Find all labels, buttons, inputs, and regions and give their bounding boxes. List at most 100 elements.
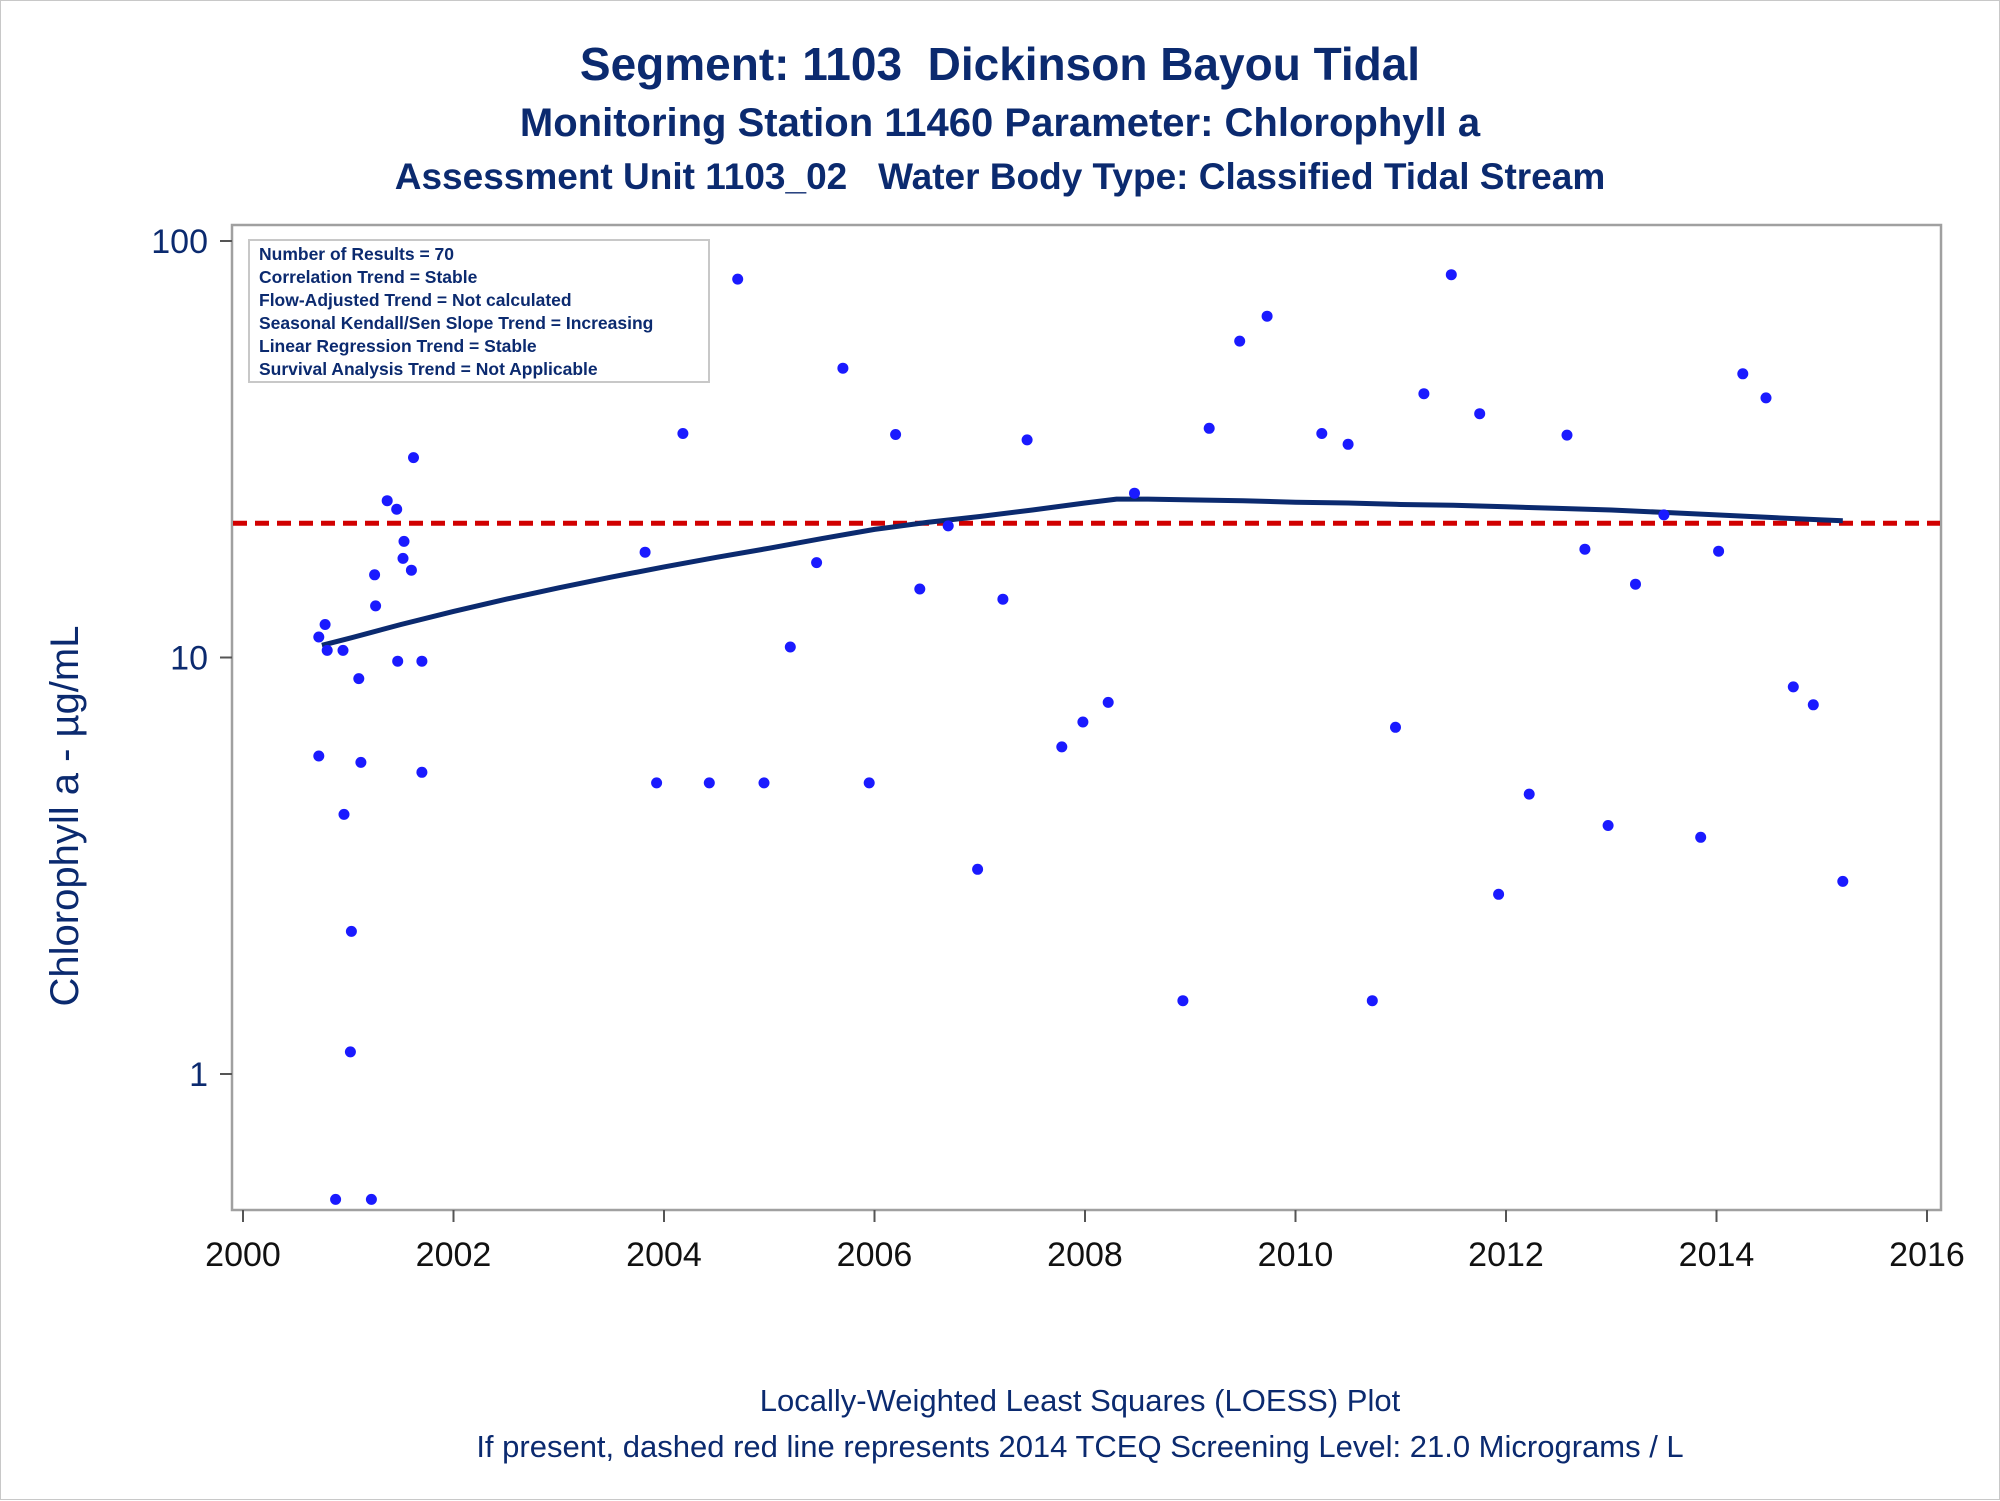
data-point (1366, 995, 1378, 1007)
data-point (1787, 681, 1799, 693)
x-tick-label: 2010 (1258, 1236, 1334, 1274)
data-point (1807, 699, 1819, 711)
x-tick-label: 2000 (205, 1236, 281, 1274)
data-point (703, 777, 715, 789)
data-point (321, 644, 333, 656)
data-point (1390, 721, 1401, 733)
x-tick-label: 2002 (416, 1236, 492, 1274)
data-point (353, 673, 365, 685)
y-axis-label-group: Chlorophyll a - µg/mL (43, 626, 87, 1007)
data-point (1713, 545, 1725, 557)
stats-box-frame (248, 239, 710, 383)
data-point (1523, 788, 1535, 800)
data-point (1316, 428, 1328, 439)
data-point (397, 552, 409, 564)
data-point (355, 756, 367, 768)
data-point (398, 535, 410, 547)
data-point (370, 600, 382, 612)
data-point (337, 644, 349, 656)
data-point (914, 583, 926, 595)
data-point (1760, 392, 1772, 404)
data-point (1056, 741, 1068, 753)
x-tick-label: 2008 (1047, 1236, 1123, 1274)
data-point (391, 503, 403, 515)
x-tick-label: 2004 (626, 1236, 702, 1274)
data-point (811, 557, 823, 569)
data-point (784, 641, 796, 653)
data-point (1630, 578, 1641, 590)
data-marks (233, 269, 1940, 1205)
data-point (1261, 310, 1273, 322)
chart-title: Segment: 1103 Dickinson Bayou Tidal (579, 38, 1421, 90)
x-tick-label: 2012 (1468, 1236, 1544, 1274)
data-point (344, 1046, 356, 1058)
data-point (1837, 875, 1849, 887)
data-point (1177, 995, 1189, 1007)
stats-line: Seasonal Kendall/Sen Slope Trend = Incre… (259, 313, 653, 333)
footnote-method: Locally-Weighted Least Squares (LOESS) P… (759, 1383, 1401, 1418)
data-point (313, 631, 325, 643)
data-point (1737, 368, 1749, 380)
axis-ticks: 2000 2002 2004 2006 2008 2010 2012 2014 2016 1 10 1… (151, 223, 1965, 1274)
data-point (732, 273, 744, 285)
x-tick-label: 2006 (837, 1236, 913, 1274)
data-point (677, 428, 689, 439)
data-point (639, 546, 651, 558)
stats-line: Correlation Trend = Stable (259, 267, 478, 287)
stats-box: Number of Results = 70 Correlation Trend… (248, 239, 710, 383)
data-point (1077, 716, 1089, 728)
data-point (1129, 487, 1140, 499)
data-point (416, 655, 428, 667)
stats-line: Linear Regression Trend = Stable (259, 336, 537, 356)
y-tick-label: 10 (170, 640, 208, 678)
data-point (313, 750, 325, 762)
data-point (651, 777, 663, 789)
stats-line: Flow-Adjusted Trend = Not calculated (259, 290, 572, 310)
data-point (942, 520, 954, 532)
data-point (416, 766, 428, 778)
data-point (1602, 820, 1614, 831)
data-point (1695, 831, 1707, 843)
data-point (330, 1193, 342, 1205)
data-point (408, 452, 419, 464)
data-point (338, 808, 350, 820)
data-point (1418, 388, 1430, 400)
y-axis-label: Chlorophyll a - µg/mL (43, 626, 87, 1007)
data-point (1021, 434, 1033, 446)
data-point (972, 863, 984, 875)
x-tick-label: 2014 (1679, 1236, 1755, 1274)
y-tick-label: 1 (189, 1056, 208, 1094)
data-point (1445, 269, 1457, 281)
data-point (369, 569, 381, 581)
data-point (381, 495, 393, 507)
data-point (365, 1193, 377, 1205)
data-point (392, 655, 404, 667)
data-point (1234, 335, 1246, 347)
data-point (758, 777, 770, 789)
data-point (345, 925, 357, 937)
plot-frame (230, 223, 1943, 1212)
x-tick-label: 2016 (1889, 1236, 1965, 1274)
data-point (1493, 888, 1505, 900)
y-tick-label: 100 (151, 223, 208, 261)
data-point (863, 777, 875, 789)
data-point (1102, 696, 1114, 708)
data-point (1342, 438, 1354, 450)
data-point (319, 619, 331, 630)
data-point (1658, 509, 1670, 521)
stats-line: Number of Results = 70 (259, 244, 454, 264)
footnote-screening: If present, dashed red line represents 2… (476, 1429, 1684, 1464)
chart-subtitle-assessment: Assessment Unit 1103_02 Water Body Type:… (394, 156, 1606, 197)
data-point (1579, 543, 1591, 555)
stats-line: Survival Analysis Trend = Not Applicable (259, 359, 598, 379)
data-point (1203, 422, 1215, 434)
data-point (1561, 429, 1573, 441)
loess-curve (321, 496, 1843, 648)
data-point (1474, 408, 1486, 420)
data-point (997, 593, 1009, 605)
chart-subtitle-station: Monitoring Station 11460 Parameter: Chlo… (519, 101, 1481, 145)
data-point (405, 564, 417, 576)
data-point (890, 429, 902, 440)
